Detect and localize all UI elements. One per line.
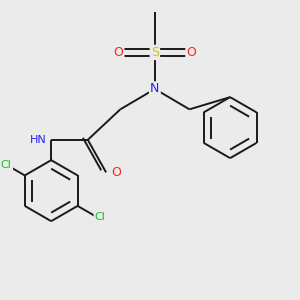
Text: O: O <box>113 46 123 59</box>
Text: N: N <box>150 82 160 95</box>
Text: Cl: Cl <box>95 212 106 222</box>
Text: O: O <box>111 166 121 179</box>
Text: HN: HN <box>30 135 46 145</box>
Text: S: S <box>151 46 159 59</box>
Text: Cl: Cl <box>1 160 12 170</box>
Text: O: O <box>187 46 196 59</box>
